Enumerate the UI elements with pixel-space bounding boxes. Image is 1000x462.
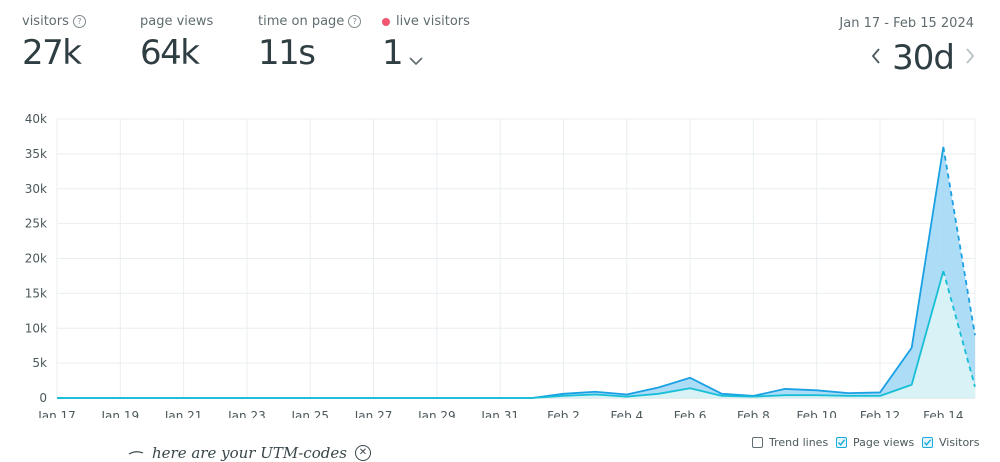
utm-note-text: here are your UTM-codes (152, 444, 347, 462)
page-views-legend-label: Page views (853, 436, 915, 449)
page-views-value: 64k (140, 33, 200, 73)
visitors-area (57, 271, 975, 398)
visitors-line-partial (942, 270, 976, 388)
legend-visitors[interactable]: Visitors (922, 436, 979, 449)
stat-live-label-row: live visitors (382, 14, 470, 29)
chart-areas (57, 146, 975, 398)
visitors-checkbox[interactable] (922, 437, 933, 448)
live-visitors-value: 1 (382, 33, 404, 73)
x-tick-label: Jan 17 (37, 409, 76, 418)
close-icon[interactable]: ✕ (354, 445, 371, 461)
y-tick-label: 30k (25, 182, 47, 196)
page-views-area (57, 146, 975, 398)
x-tick-label: Feb 8 (737, 409, 770, 418)
x-tick-label: Feb 4 (610, 409, 643, 418)
dash-icon (128, 451, 144, 455)
chevron-right-icon[interactable] (964, 47, 976, 69)
x-tick-label: Feb 2 (547, 409, 580, 418)
stat-time-label-row: time on page ? (258, 14, 362, 29)
page-views-checkbox[interactable] (836, 437, 847, 448)
period-value[interactable]: 30d (892, 38, 955, 78)
y-tick-label: 20k (25, 252, 47, 266)
date-range-label: Jan 17 - Feb 15 2024 (839, 16, 974, 31)
x-axis-labels: Jan 17 Jan 19 Jan 21 Jan 23 Jan 25 Jan 27 Jan … (37, 409, 963, 418)
legend-page-views[interactable]: Page views (836, 436, 914, 449)
x-tick-label: Jan 31 (480, 409, 519, 418)
y-tick-label: 10k (25, 321, 47, 335)
visitors-label: visitors (22, 14, 69, 29)
utm-note[interactable]: here are your UTM-codes ✕ (128, 444, 371, 462)
period-selector: 30d (870, 38, 976, 78)
chevron-down-icon[interactable] (408, 35, 424, 75)
stat-live-visitors[interactable]: live visitors 1 (382, 14, 470, 75)
page-views-line-partial (942, 146, 976, 336)
page-views-label: page views (140, 14, 214, 29)
chart-grid (56, 118, 976, 399)
y-tick-label: 5k (32, 356, 47, 370)
visitors-legend-label: Visitors (939, 436, 980, 449)
x-tick-label: Jan 29 (417, 409, 456, 418)
stat-visitors-label-row: visitors ? (22, 14, 86, 29)
x-tick-label: Feb 14 (923, 409, 963, 418)
visitors-line (57, 270, 945, 399)
stat-page-views-label-row: page views (140, 14, 213, 29)
help-icon[interactable]: ? (348, 15, 362, 28)
x-tick-label: Jan 23 (227, 409, 266, 418)
legend-trend-lines[interactable]: Trend lines (752, 436, 828, 449)
visitors-value: 27k (22, 33, 82, 73)
live-visitors-row: 1 (382, 33, 470, 75)
stat-page-views[interactable]: page views 64k (140, 14, 213, 73)
stat-visitors[interactable]: visitors ? 27k (22, 14, 86, 73)
live-visitors-label: live visitors (396, 14, 470, 29)
y-tick-label: 40k (25, 112, 47, 126)
x-tick-label: Jan 19 (101, 409, 140, 418)
help-icon[interactable]: ? (72, 15, 86, 28)
y-tick-label: 35k (25, 147, 47, 161)
y-tick-label: 0 (39, 391, 47, 405)
trend-lines-checkbox[interactable] (752, 437, 763, 448)
x-tick-label: Feb 10 (797, 409, 837, 418)
chart-lines (57, 146, 976, 399)
time-on-page-value: 11s (258, 33, 316, 73)
stat-time-on-page[interactable]: time on page ? 11s (258, 14, 362, 73)
chevron-left-icon[interactable] (870, 47, 882, 69)
time-on-page-label: time on page (258, 14, 345, 29)
y-tick-label: 15k (25, 286, 47, 300)
x-tick-label: Jan 25 (290, 409, 329, 418)
x-tick-label: Feb 12 (860, 409, 900, 418)
x-tick-label: Jan 21 (164, 409, 203, 418)
y-axis-labels: 0 5k 10k 15k 20k 25k 30k 35k 40k (25, 112, 47, 405)
x-tick-label: Feb 6 (674, 409, 707, 418)
live-dot-icon (382, 17, 390, 26)
trend-lines-label: Trend lines (769, 436, 829, 449)
x-tick-label: Jan 27 (354, 409, 393, 418)
y-tick-label: 25k (25, 217, 47, 231)
